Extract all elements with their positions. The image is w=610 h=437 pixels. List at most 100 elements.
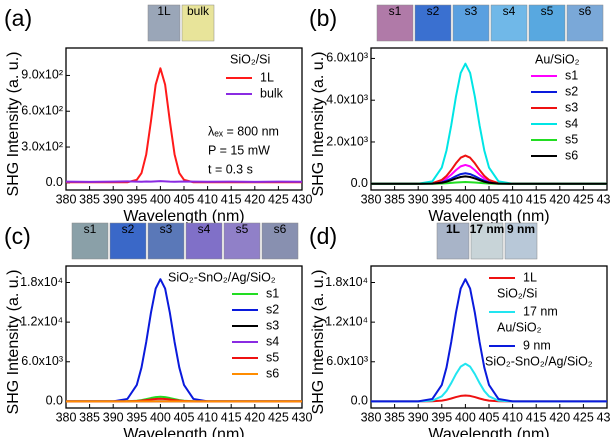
- x-tick-label: 405: [174, 410, 195, 424]
- x-tick-label: 430: [597, 410, 610, 424]
- legend-label: s1: [565, 68, 578, 82]
- x-tick-label: 430: [597, 192, 610, 206]
- y-tick-label: 0.0: [351, 176, 368, 190]
- x-tick-label: 415: [526, 192, 547, 206]
- x-tick-label: 415: [221, 192, 242, 206]
- x-tick-label: 425: [573, 192, 594, 206]
- series-line: [66, 181, 302, 182]
- thumbnail-label: s1: [84, 222, 97, 236]
- x-tick-label: 395: [431, 192, 452, 206]
- plot-frame: [371, 266, 607, 408]
- x-tick-label: 405: [174, 192, 195, 206]
- thumbnail-label: s1: [389, 4, 402, 18]
- x-tick-label: 415: [221, 410, 242, 424]
- y-tick-label: 6.0x10²: [21, 104, 63, 118]
- x-axis-label: Wavelength (nm): [123, 426, 244, 437]
- y-tick-label: 9.0x10²: [21, 68, 63, 82]
- x-tick-label: 420: [244, 192, 265, 206]
- x-tick-label: 380: [361, 192, 382, 206]
- legend-label: s2: [266, 302, 279, 316]
- y-tick-label: 0.0: [46, 175, 63, 189]
- x-tick-label: 385: [79, 192, 100, 206]
- thumbnail-label: 9 nm: [507, 222, 535, 236]
- x-tick-label: 410: [197, 410, 218, 424]
- x-tick-label: 395: [431, 410, 452, 424]
- legend-note: SiO₂-SnO₂/Ag/SiO₂: [485, 354, 593, 368]
- x-tick-label: 385: [384, 192, 405, 206]
- thumbnail-label: s3: [465, 4, 478, 18]
- legend-label: s6: [266, 366, 279, 380]
- thumbnail-label: s3: [160, 222, 173, 236]
- y-tick-label: 1.8x10⁴: [325, 275, 368, 289]
- figure: (a)1Lbulk3803853903954004054104154204254…: [0, 0, 610, 437]
- x-tick-label: 390: [408, 410, 429, 424]
- panel-label: (a): [4, 5, 32, 31]
- y-axis-label: SHG Intensity (a. u.): [310, 52, 327, 197]
- x-tick-label: 380: [361, 410, 382, 424]
- y-tick-label: 4.0x10³: [326, 93, 368, 107]
- x-tick-label: 400: [150, 192, 171, 206]
- y-tick-label: 6.0x10³: [326, 354, 368, 368]
- x-tick-label: 400: [455, 410, 476, 424]
- y-tick-label: 1.8x10⁴: [20, 275, 63, 289]
- x-tick-label: 410: [502, 410, 523, 424]
- y-axis-label: SHG Intensity (a. u.): [5, 52, 22, 197]
- x-tick-label: 380: [56, 410, 77, 424]
- thumbnail-label: s6: [579, 4, 592, 18]
- x-tick-label: 385: [79, 410, 100, 424]
- legend-note: Au/SiO₂: [497, 320, 542, 334]
- x-tick-label: 420: [244, 410, 265, 424]
- series-line: [371, 279, 607, 401]
- legend-label: bulk: [260, 86, 284, 100]
- x-tick-label: 395: [126, 192, 147, 206]
- x-tick-label: 385: [384, 410, 405, 424]
- panel-label: (d): [309, 223, 337, 249]
- y-tick-label: 6.0x10³: [326, 51, 368, 65]
- x-axis-label: Wavelength (nm): [428, 426, 549, 437]
- thumbnail-label: s5: [541, 4, 554, 18]
- y-tick-label: 1.2x10⁴: [20, 314, 63, 328]
- thumbnail-label: s4: [198, 222, 211, 236]
- x-tick-label: 425: [268, 192, 289, 206]
- legend-label: s1: [266, 286, 279, 300]
- x-tick-label: 400: [455, 192, 476, 206]
- legend-label: s3: [565, 100, 578, 114]
- legend-label: s4: [565, 116, 578, 130]
- legend-label: s5: [266, 350, 279, 364]
- legend-label: s3: [266, 318, 279, 332]
- x-tick-label: 410: [197, 192, 218, 206]
- legend-label: s5: [565, 132, 578, 146]
- plot-frame: [66, 48, 302, 190]
- x-tick-label: 420: [549, 192, 570, 206]
- legend-label: s6: [565, 148, 578, 162]
- annotation: λₑₓ = 800 nm: [208, 124, 279, 138]
- panel-label: (b): [309, 5, 337, 31]
- x-tick-label: 410: [502, 192, 523, 206]
- legend-title: SiO₂-SnO₂/Ag/SiO₂: [168, 270, 276, 284]
- x-tick-label: 425: [268, 410, 289, 424]
- annotation: P = 15 mW: [208, 143, 270, 157]
- legend-title: SiO₂/Si: [230, 52, 270, 66]
- legend-title: Au/SiO₂: [535, 52, 580, 66]
- legend-label: 1L: [523, 270, 537, 284]
- thumbnail-label: s2: [427, 4, 440, 18]
- thumbnail-label: s5: [236, 222, 249, 236]
- annotation: t = 0.3 s: [208, 162, 253, 176]
- x-tick-label: 405: [479, 192, 500, 206]
- x-tick-label: 405: [479, 410, 500, 424]
- legend-note: SiO₂/Si: [497, 286, 537, 300]
- legend-label: s4: [266, 334, 279, 348]
- x-tick-label: 390: [103, 410, 124, 424]
- x-tick-label: 420: [549, 410, 570, 424]
- y-tick-label: 6.0x10³: [21, 354, 63, 368]
- thumbnail-label: 1L: [157, 4, 171, 18]
- x-tick-label: 380: [56, 192, 77, 206]
- y-tick-label: 0.0: [351, 394, 368, 408]
- legend-label: s2: [565, 84, 578, 98]
- y-tick-label: 2.0x10³: [326, 134, 368, 148]
- y-axis-label: SHG Intensity (a. u.): [5, 270, 22, 415]
- y-axis-label: SHG Intensity (a. u.): [310, 270, 327, 415]
- legend-label: 17 nm: [523, 304, 558, 318]
- thumbnail-label: bulk: [187, 4, 210, 18]
- legend-label: 1L: [260, 70, 274, 84]
